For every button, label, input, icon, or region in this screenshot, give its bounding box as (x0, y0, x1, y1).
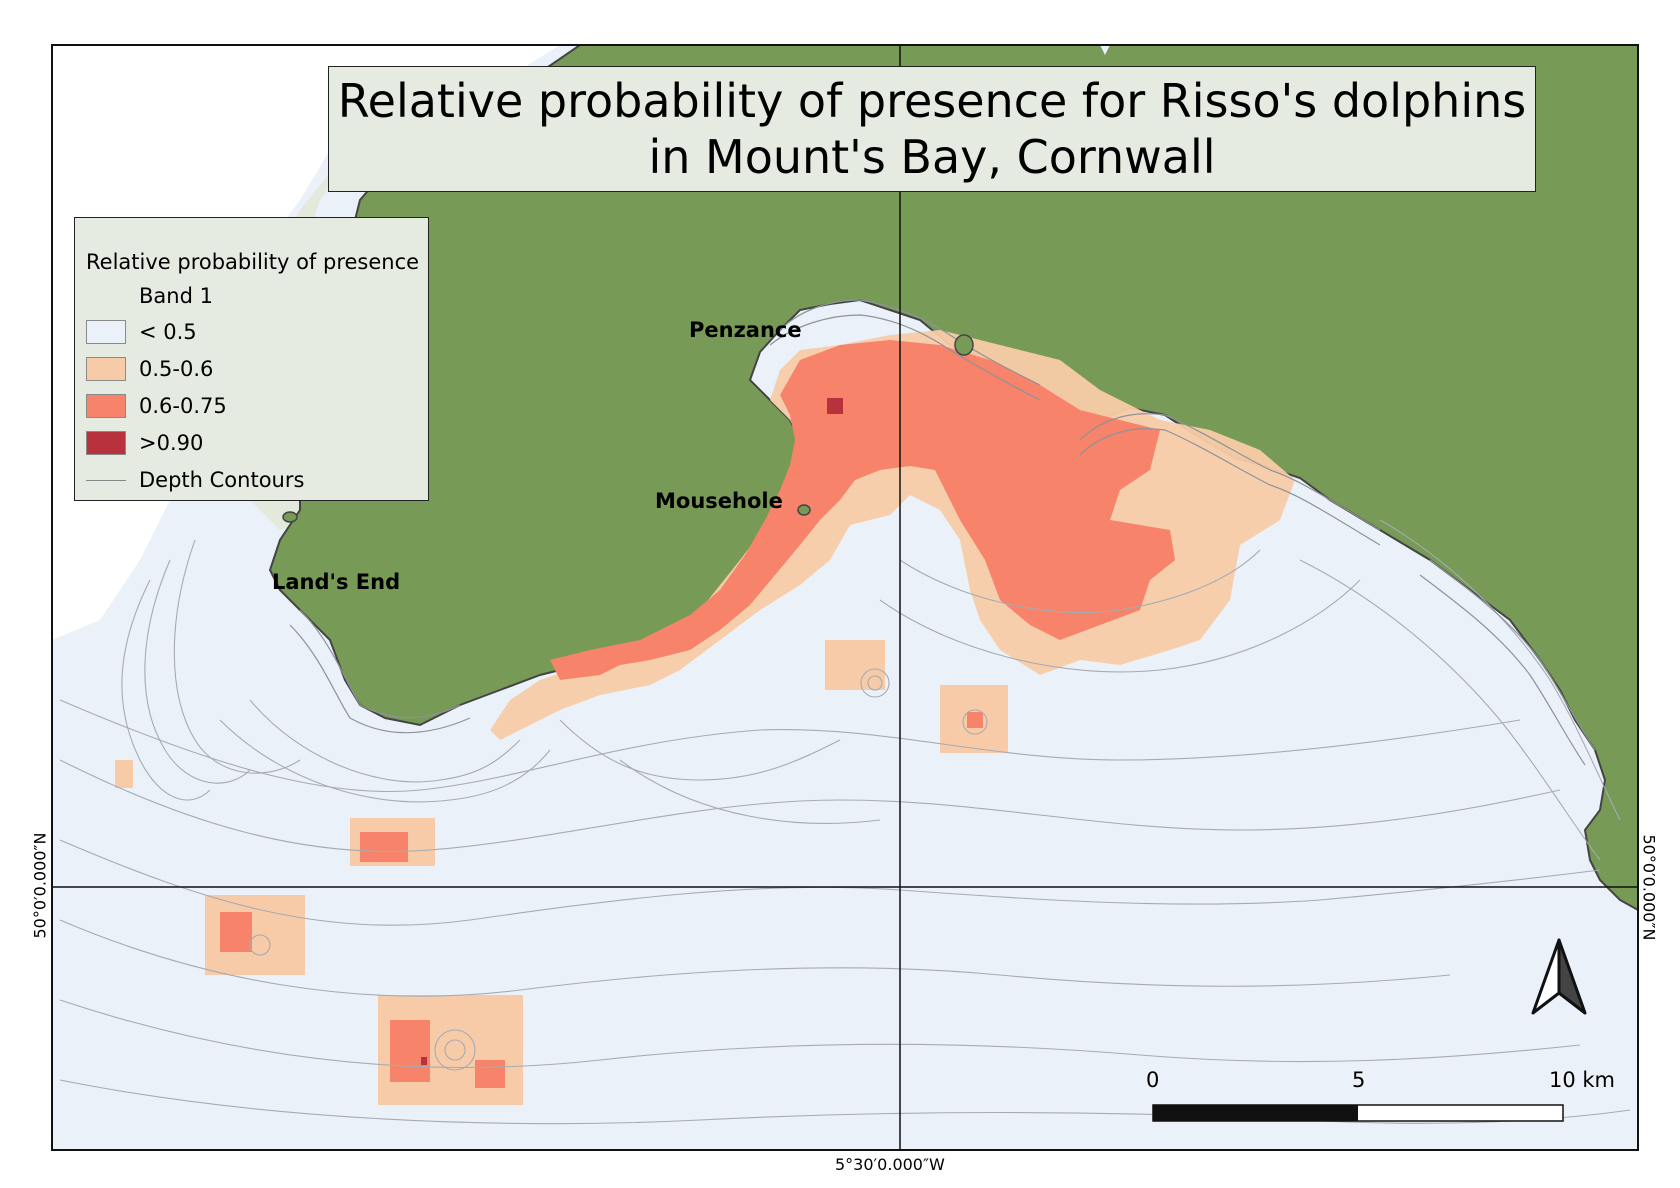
zone-06-075-patch-b (220, 912, 252, 952)
map-title-line-2: in Mount's Bay, Cornwall (648, 130, 1216, 184)
sea-inlet-ne (1100, 45, 1110, 55)
zone-06-075-patch-a (360, 832, 408, 862)
coastal-contours (289, 299, 1596, 766)
place-label-penzance: Penzance (689, 318, 802, 342)
place-label-mousehole: Mousehole (655, 489, 783, 513)
zone-06-075-bay (550, 340, 1175, 680)
legend-item-depth-contours: Depth Contours (86, 467, 304, 493)
north-arrow-icon (1531, 938, 1587, 1015)
scale-tick-10-km: 10 km (1549, 1068, 1616, 1092)
map-blank-area (52, 45, 560, 640)
legend-band: Band 1 (139, 284, 213, 308)
legend-swatch-05-06 (86, 357, 126, 381)
legend-swatch-below-05 (86, 320, 126, 344)
zone-above-090-patch-small (421, 1057, 427, 1065)
legend-label: >0.90 (139, 431, 204, 455)
legend-label: < 0.5 (139, 320, 197, 344)
legend-label: Depth Contours (139, 468, 305, 492)
legend-item-above-090: >0.90 (86, 430, 203, 456)
legend-item-06-075: 0.6-0.75 (86, 393, 227, 419)
map-frame (51, 44, 1639, 1151)
place-label-lands-end: Land's End (272, 570, 401, 594)
longitude-label: 5°30′0.000″W (835, 1155, 945, 1174)
legend: Relative probability of presence Band 1 … (74, 217, 429, 501)
zone-06-075-patch-e (967, 712, 983, 728)
scale-bar (1152, 1104, 1564, 1122)
zone-above-090-patch (827, 398, 843, 414)
legend-swatch-06-075 (86, 394, 126, 418)
st-michaels-mount (954, 334, 974, 356)
latitude-label-left: 50°0′0.000″N (30, 832, 50, 939)
zone-06-075-patch-c (390, 1020, 430, 1082)
map-title-line-1: Relative probability of presence for Ris… (337, 74, 1527, 128)
scale-tick-5: 5 (1352, 1068, 1366, 1092)
legend-title: Relative probability of presence (86, 250, 420, 274)
legend-item-below-05: < 0.5 (86, 319, 197, 345)
rock-west (282, 511, 298, 523)
zone-05-06-patch-f (115, 760, 133, 788)
map-title-box: Relative probability of presence for Ris… (328, 66, 1536, 192)
rock-mousehole (797, 504, 811, 516)
legend-item-05-06: 0.5-0.6 (86, 356, 213, 382)
latitude-label-right: 50°0′0.000″N (1639, 834, 1659, 941)
scale-tick-0: 0 (1146, 1068, 1160, 1092)
legend-label: 0.6-0.75 (139, 394, 227, 418)
depth-contours (59, 519, 1631, 1125)
zone-06-075-patch-d (475, 1060, 505, 1088)
legend-label: 0.5-0.6 (139, 357, 214, 381)
legend-contour-line-icon (86, 468, 126, 492)
legend-swatch-above-090 (86, 431, 126, 455)
zone-05-06-patch-a (825, 640, 885, 690)
